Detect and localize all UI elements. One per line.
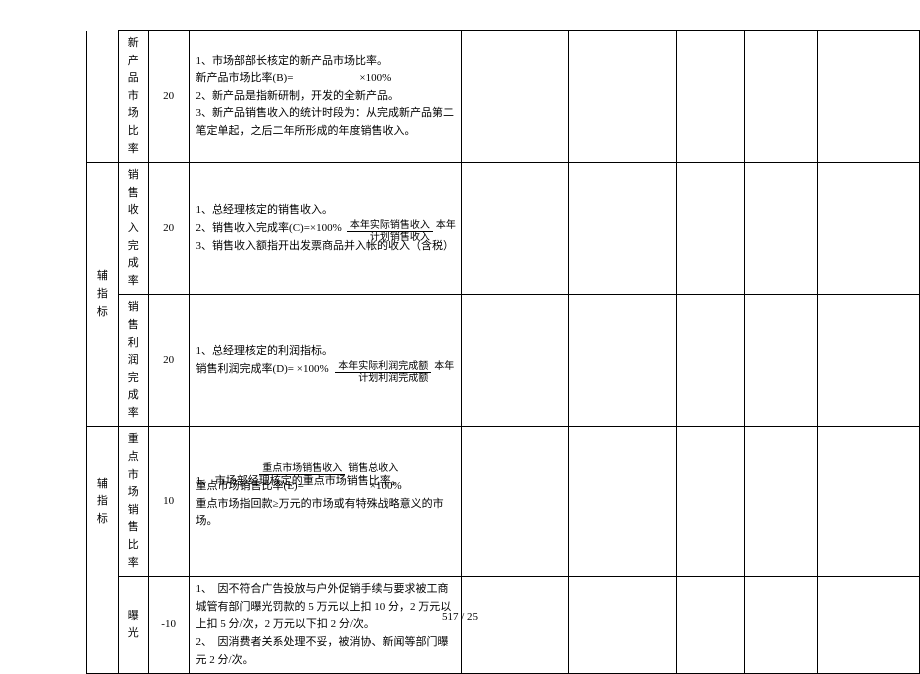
page-number: 517 / 25 (0, 611, 920, 623)
indicator-table: 新产品市场比率201、市场部部长核定的新产品市场比率。新产品市场比率(B)= ×… (86, 30, 920, 674)
